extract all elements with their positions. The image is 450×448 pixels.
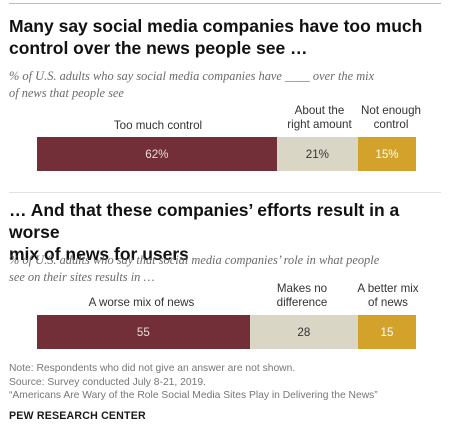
chart1-category-label-3-line2: control bbox=[373, 118, 409, 131]
chart1-category-label-1-text: Too much control bbox=[113, 119, 203, 132]
chart1-value-label-2: 21% bbox=[305, 147, 329, 161]
chart1-value-label-3: 15% bbox=[375, 147, 399, 161]
chart2-value-label-1: 55 bbox=[136, 325, 150, 339]
pew-research-center-logo: PEW RESEARCH CENTER bbox=[9, 410, 146, 422]
chart1-category-label-2-line2: right amount bbox=[287, 118, 352, 131]
chart2-value-label-3: 15 bbox=[380, 325, 394, 339]
chart1-title-line2: control over the news people see … bbox=[9, 38, 308, 58]
chart1-title-line1: Many say social media companies have too… bbox=[9, 16, 423, 36]
chart2-value-label-2: 28 bbox=[297, 325, 311, 339]
chart2-category-label-3-line2: of news bbox=[368, 296, 408, 309]
chart2-bar-segment-2: 28 bbox=[249, 315, 358, 349]
chart1-subtitle-line1: % of U.S. adults who say social media co… bbox=[9, 69, 375, 83]
chart1-category-label-3: Not enough control bbox=[356, 104, 426, 132]
chart2-bar-segment-3: 15 bbox=[357, 315, 416, 349]
chart2-subtitle: % of U.S. adults who say that social med… bbox=[9, 252, 445, 286]
chart2-category-label-3: A better mix of news bbox=[346, 282, 430, 310]
chart1-subtitle: % of U.S. adults who say social media co… bbox=[9, 68, 445, 102]
chart2-title-line1: … And that these companies’ efforts resu… bbox=[9, 200, 400, 242]
section-divider bbox=[9, 192, 441, 193]
chart1-bar-segment-3: 15% bbox=[357, 137, 416, 171]
chart2-category-label-2-line1: Makes no bbox=[276, 282, 328, 295]
chart1-category-label-3-line1: Not enough bbox=[361, 104, 421, 117]
chart1-category-label-2: About the right amount bbox=[278, 104, 361, 132]
chart2-subtitle-line2: see on their sites results in … bbox=[9, 270, 155, 284]
footer-note: Note: Respondents who did not give an an… bbox=[9, 363, 296, 374]
chart2-category-label-3-line1: A better mix bbox=[357, 282, 419, 295]
chart2-bar-segment-1: 55 bbox=[37, 315, 250, 349]
chart2-category-label-2: Makes no difference bbox=[246, 282, 358, 310]
chart2-category-label-1: A worse mix of news bbox=[37, 296, 246, 310]
footer-notes: Note: Respondents who did not give an an… bbox=[9, 362, 445, 403]
chart2-title-line2: mix of news for users bbox=[9, 244, 189, 264]
chart1-bar-segment-1: 62% bbox=[37, 137, 277, 171]
footer-report-title: “Americans Are Wary of the Role Social M… bbox=[9, 390, 378, 401]
chart1-subtitle-line2: of news that people see bbox=[9, 86, 124, 100]
chart1-title: Many say social media companies have too… bbox=[9, 15, 445, 59]
chart2-title: … And that these companies’ efforts resu… bbox=[9, 199, 445, 265]
footer-source: Source: Survey conducted July 8-21, 2019… bbox=[9, 376, 206, 388]
chart2-subtitle-line1: % of U.S. adults who say that social med… bbox=[9, 253, 380, 267]
chart1-category-label-2-line1: About the bbox=[294, 104, 345, 117]
chart1-value-label-1: 62% bbox=[145, 147, 169, 161]
chart2-category-label-1-text: A worse mix of news bbox=[88, 296, 195, 309]
chart1-category-label-1: Too much control bbox=[37, 119, 279, 133]
chart2-stacked-bar: 55 28 15 bbox=[37, 315, 416, 349]
chart1-stacked-bar: 62% 21% 15% bbox=[37, 137, 416, 171]
chart2-category-label-2-line2: difference bbox=[276, 296, 328, 309]
top-rule bbox=[9, 3, 441, 4]
chart1-bar-segment-2: 21% bbox=[276, 137, 358, 171]
